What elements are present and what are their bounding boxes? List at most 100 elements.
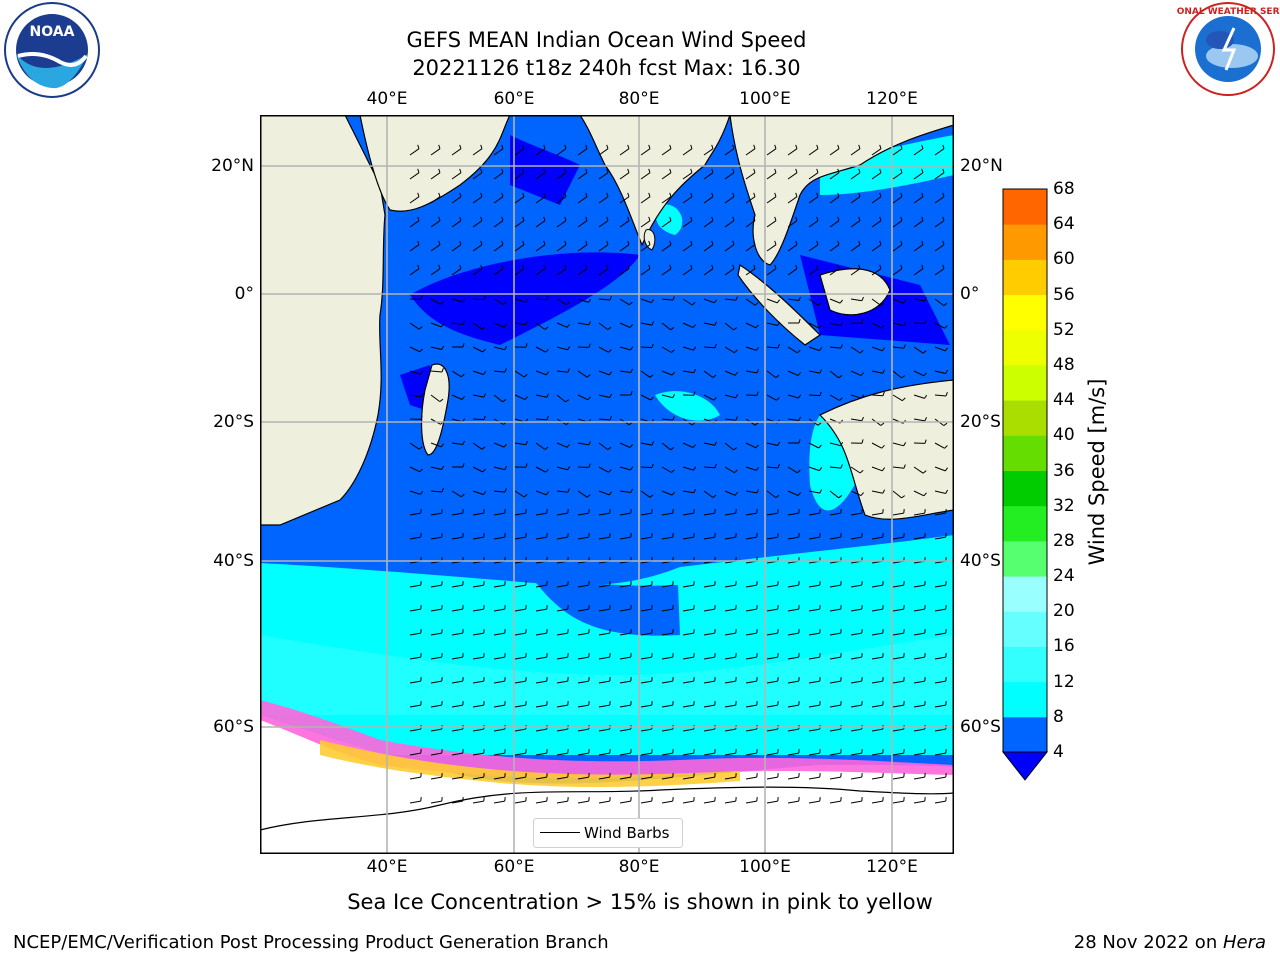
wind-barb-feather bbox=[480, 168, 483, 173]
wind-barb bbox=[724, 442, 734, 451]
wind-barb bbox=[409, 776, 421, 780]
wind-barb bbox=[451, 584, 463, 588]
wind-barb bbox=[514, 512, 526, 516]
wind-barb bbox=[451, 512, 463, 516]
wind-barb-feather bbox=[417, 216, 420, 221]
lat-tick-right: 20°S bbox=[960, 412, 1001, 432]
wind-barb-feather bbox=[711, 216, 714, 221]
wind-barb bbox=[892, 148, 903, 156]
wind-barb-feather bbox=[480, 216, 483, 221]
wind-barb-feather bbox=[419, 468, 423, 473]
wind-barb-feather bbox=[693, 391, 696, 396]
wind-barb bbox=[514, 394, 526, 401]
colorbar-box bbox=[1003, 576, 1047, 612]
wind-barb-feather bbox=[711, 144, 714, 149]
wind-barb bbox=[577, 728, 589, 732]
wind-barb-feather bbox=[942, 240, 945, 245]
wind-barb-feather bbox=[564, 192, 567, 197]
wind-barb-feather bbox=[733, 447, 738, 451]
wind-barb bbox=[850, 298, 862, 302]
wind-barb bbox=[871, 490, 883, 494]
wind-barb bbox=[409, 148, 420, 156]
wind-barb bbox=[787, 466, 798, 474]
wind-barb-feather bbox=[462, 462, 465, 468]
wind-barb-feather bbox=[420, 370, 424, 375]
wind-barb bbox=[724, 298, 736, 301]
colorbar-box bbox=[1003, 224, 1047, 260]
wind-barb bbox=[409, 656, 421, 660]
wind-barb bbox=[409, 608, 421, 612]
wind-barb bbox=[472, 490, 484, 496]
lat-tick-left: 60°S bbox=[213, 717, 254, 737]
wind-barb-feather bbox=[585, 168, 588, 173]
wind-barb bbox=[724, 704, 736, 708]
wind-barb bbox=[451, 298, 463, 303]
wind-barb bbox=[577, 584, 589, 588]
wind-barb bbox=[724, 322, 734, 331]
wind-barb-feather bbox=[753, 240, 756, 245]
wind-barb-feather bbox=[648, 264, 651, 269]
wind-barb bbox=[850, 466, 861, 474]
wind-barb bbox=[451, 704, 463, 708]
wind-barb-feather bbox=[567, 368, 570, 373]
wind-barb bbox=[598, 656, 610, 660]
wind-barb-feather bbox=[438, 264, 441, 269]
wind-barb bbox=[535, 466, 546, 473]
wind-barb bbox=[640, 442, 652, 446]
wind-barb bbox=[829, 268, 840, 276]
wind-barb bbox=[514, 536, 526, 540]
wind-barb bbox=[661, 172, 672, 180]
wind-barb bbox=[766, 584, 778, 588]
colorbar-box bbox=[1003, 259, 1047, 296]
wind-barb-feather bbox=[777, 321, 781, 326]
wind-barb-feather bbox=[460, 373, 465, 378]
wind-barb bbox=[850, 220, 861, 228]
wind-barb bbox=[682, 370, 694, 374]
wind-barb-feather bbox=[837, 264, 840, 269]
wind-barb-feather bbox=[483, 295, 486, 300]
wind-barb-feather bbox=[501, 240, 504, 245]
wind-barb bbox=[682, 220, 693, 228]
wind-barb bbox=[493, 268, 504, 276]
wind-barb bbox=[850, 394, 862, 399]
wind-barb-feather bbox=[503, 443, 508, 448]
wind-barb-feather bbox=[753, 144, 756, 149]
wind-barb bbox=[430, 322, 442, 328]
wind-barb bbox=[514, 196, 525, 204]
wind-barb bbox=[556, 268, 567, 276]
wind-barb-feather bbox=[480, 192, 483, 197]
colorbar-label: Wind Speed [m/s] bbox=[1085, 378, 1109, 566]
wind-barb bbox=[577, 632, 589, 636]
wind-barb-feather bbox=[629, 324, 633, 328]
wind-barb bbox=[619, 728, 631, 732]
wind-barb bbox=[829, 490, 840, 499]
wind-barb bbox=[409, 442, 420, 450]
wind-barb bbox=[430, 244, 441, 252]
wind-barb bbox=[745, 370, 757, 374]
colorbar-box bbox=[1003, 294, 1047, 331]
wind-barb-feather bbox=[585, 216, 588, 221]
wind-barb bbox=[892, 196, 903, 204]
graticule bbox=[260, 115, 954, 854]
wind-barb-feather bbox=[795, 240, 798, 245]
wind-barb bbox=[451, 370, 462, 378]
wind-barb bbox=[808, 800, 820, 804]
wind-barb-feather bbox=[627, 264, 630, 269]
wind-barb-feather bbox=[942, 192, 945, 197]
wind-barb bbox=[808, 704, 820, 708]
wind-barb bbox=[808, 752, 820, 756]
wind-barb bbox=[619, 148, 630, 156]
wind-barb bbox=[808, 608, 820, 612]
wind-barb bbox=[598, 608, 610, 612]
wind-barb bbox=[577, 512, 589, 516]
lon-tick-bottom: 120°E bbox=[866, 857, 918, 877]
lat-tick-right: 0° bbox=[960, 284, 980, 304]
wind-barb bbox=[409, 728, 421, 732]
wind-barb bbox=[535, 268, 546, 276]
wind-barb-feather bbox=[438, 144, 441, 149]
wind-barb bbox=[913, 632, 925, 636]
legend-label: Wind Barbs bbox=[584, 824, 670, 842]
wind-barb-feather bbox=[544, 326, 549, 330]
wind-barb bbox=[808, 172, 819, 180]
wind-barb bbox=[724, 776, 736, 780]
